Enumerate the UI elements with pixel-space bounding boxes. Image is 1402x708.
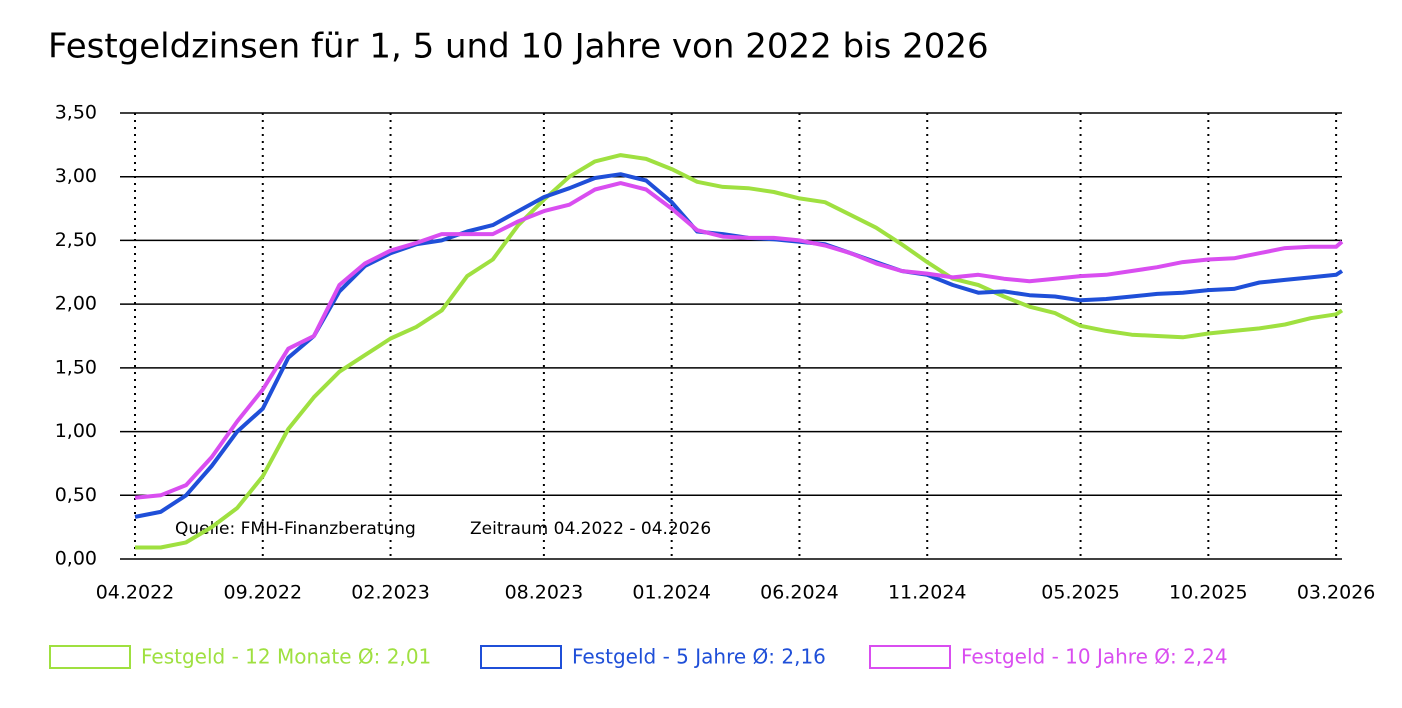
y-tick-label: 0,00	[55, 548, 97, 570]
series-line	[134, 181, 1344, 500]
series-line	[135, 153, 1344, 550]
y-tick-label: 2,00	[55, 293, 97, 315]
legend-swatch	[49, 645, 131, 669]
x-tick-label: 01.2024	[632, 582, 711, 604]
legend-label: Festgeld - 10 Jahre Ø: 2,24	[961, 645, 1228, 669]
x-tick-label: 11.2024	[888, 582, 967, 604]
x-tick-label: 08.2023	[505, 582, 584, 604]
annotation: Zeitraum 04.2022 - 04.2026	[470, 519, 711, 539]
annotation: Quelle: FMH-Finanzberatung	[175, 519, 416, 539]
x-tick-label: 09.2022	[223, 582, 302, 604]
x-tick-label: 04.2022	[96, 582, 175, 604]
y-tick-label: 3,50	[55, 102, 97, 124]
x-tick-label: 02.2023	[351, 582, 430, 604]
x-tick-label: 06.2024	[760, 582, 839, 604]
legend-swatch	[480, 645, 562, 669]
legend-swatch	[869, 645, 951, 669]
legend-label: Festgeld - 5 Jahre Ø: 2,16	[572, 645, 826, 669]
chart-title: Festgeldzinsen für 1, 5 und 10 Jahre von…	[48, 27, 989, 67]
legend-label: Festgeld - 12 Monate Ø: 2,01	[141, 645, 431, 669]
x-tick-label: 05.2025	[1041, 582, 1120, 604]
x-tick-label: 03.2026	[1297, 582, 1376, 604]
y-tick-label: 0,50	[55, 484, 97, 506]
x-tick-label: 10.2025	[1169, 582, 1248, 604]
y-tick-label: 1,00	[55, 420, 97, 442]
y-tick-label: 2,50	[55, 229, 97, 251]
y-tick-label: 3,00	[55, 165, 97, 187]
y-tick-label: 1,50	[55, 356, 97, 378]
